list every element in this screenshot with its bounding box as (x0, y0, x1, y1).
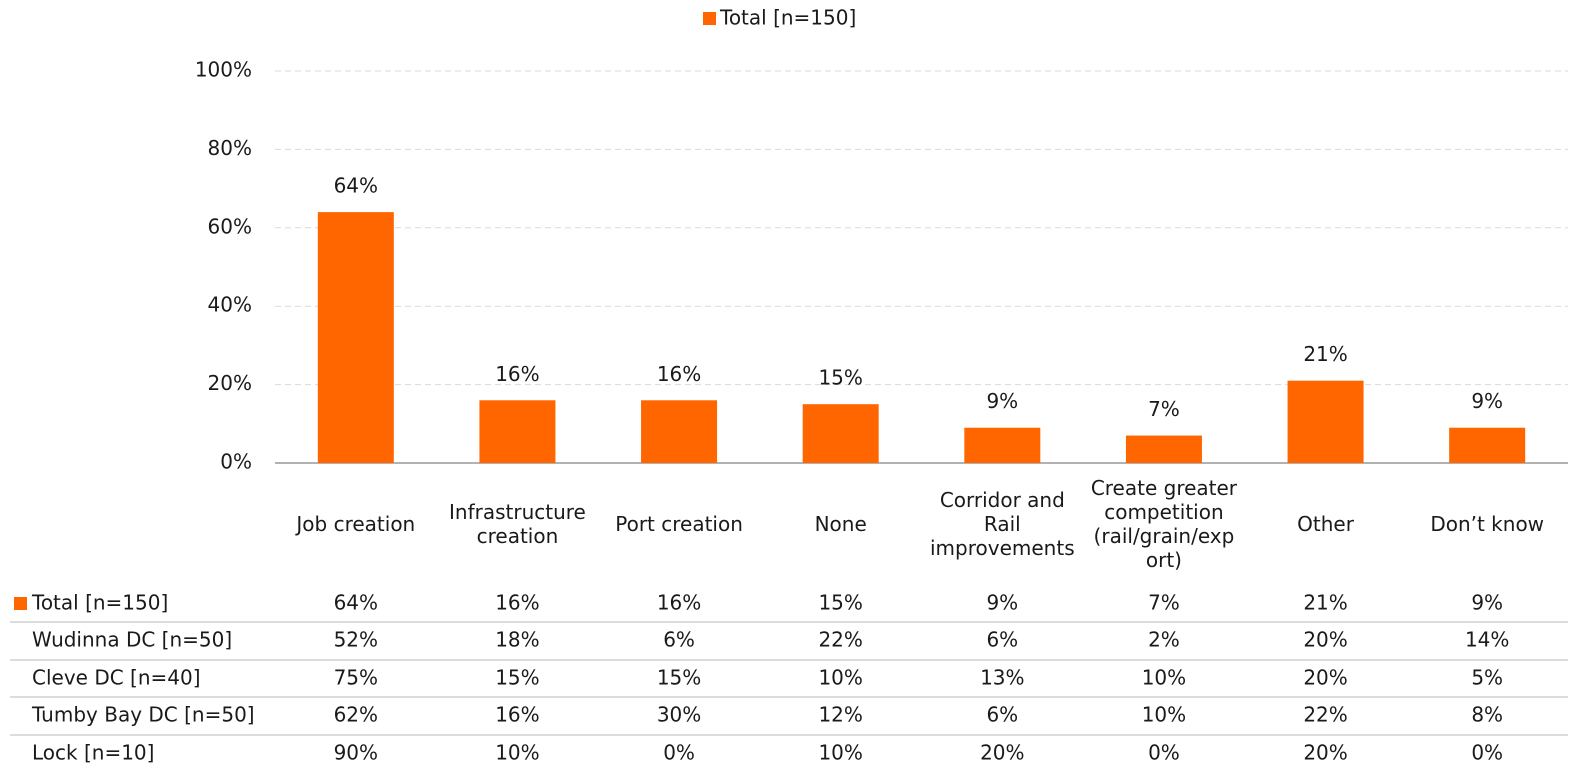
table-cell: 7% (1148, 591, 1180, 615)
x-tick-label: Other (1297, 512, 1354, 536)
x-tick-label: Create greater competition (rail/grain/e… (1090, 476, 1238, 572)
table-cell: 16% (495, 591, 539, 615)
y-tick-label: 80% (208, 136, 252, 160)
data-label: 7% (1148, 397, 1180, 421)
table-cell: 30% (657, 703, 701, 727)
table-cell: 6% (663, 628, 695, 652)
x-tick-label: Don’t know (1430, 512, 1545, 536)
table-cell: 20% (980, 741, 1024, 765)
bar (802, 404, 879, 463)
bar (964, 427, 1041, 463)
table-cell: 9% (1471, 591, 1503, 615)
x-tick-label: Infrastructure creation (449, 500, 586, 548)
table-cell: 10% (818, 741, 862, 765)
table-cell: 18% (495, 628, 539, 652)
data-label: 16% (495, 362, 539, 386)
table-cell: 10% (1142, 666, 1186, 690)
table-cell: 21% (1303, 591, 1347, 615)
bar (641, 400, 718, 463)
bar (1125, 435, 1202, 463)
table-row-label: Cleve DC [n=40] (32, 666, 201, 690)
table-cell: 90% (334, 741, 378, 765)
table-cell: 20% (1303, 628, 1347, 652)
y-tick-label: 0% (220, 450, 252, 474)
table-row-label: Total [n=150] (31, 591, 168, 615)
bar (1449, 427, 1526, 463)
table-cell: 62% (334, 703, 378, 727)
x-tick-label: Corridor and Rail improvements (930, 488, 1075, 560)
x-tick-label: Job creation (296, 512, 416, 536)
table-cell: 9% (986, 591, 1018, 615)
legend-label: Total [n=150] (719, 6, 856, 30)
data-label: 16% (657, 362, 701, 386)
table-cell: 20% (1303, 666, 1347, 690)
data-label: 21% (1303, 342, 1347, 366)
table-cell: 10% (495, 741, 539, 765)
table-cell: 15% (495, 666, 539, 690)
table-cell: 16% (495, 703, 539, 727)
table-legend-swatch (14, 597, 27, 610)
table-cell: 22% (818, 628, 862, 652)
legend-swatch (703, 12, 716, 25)
table-row-label: Lock [n=10] (32, 741, 154, 765)
bar (1287, 380, 1364, 463)
table-cell: 10% (1142, 703, 1186, 727)
table-cell: 6% (986, 703, 1018, 727)
table-cell: 12% (818, 703, 862, 727)
y-tick-label: 60% (208, 214, 252, 238)
table-cell: 13% (980, 666, 1024, 690)
y-tick-label: 20% (208, 371, 252, 395)
table-cell: 14% (1465, 628, 1509, 652)
table-row-label: Wudinna DC [n=50] (32, 628, 232, 652)
table-cell: 15% (657, 666, 701, 690)
table-cell: 15% (818, 591, 862, 615)
x-tick-label: None (814, 512, 867, 536)
table-cell: 20% (1303, 741, 1347, 765)
table-cell: 0% (1471, 741, 1503, 765)
table-cell: 64% (334, 591, 378, 615)
table-cell: 10% (818, 666, 862, 690)
table-cell: 0% (1148, 741, 1180, 765)
table-cell: 6% (986, 628, 1018, 652)
data-label: 15% (818, 366, 862, 390)
table-cell: 52% (334, 628, 378, 652)
bar (317, 212, 394, 463)
y-tick-label: 100% (195, 58, 252, 82)
bar (479, 400, 556, 463)
table-cell: 75% (334, 666, 378, 690)
table-cell: 2% (1148, 628, 1180, 652)
table-cell: 5% (1471, 666, 1503, 690)
data-label: 9% (986, 389, 1018, 413)
table-row-label: Tumby Bay DC [n=50] (31, 703, 255, 727)
table-cell: 8% (1471, 703, 1503, 727)
table-cell: 22% (1303, 703, 1347, 727)
table-cell: 16% (657, 591, 701, 615)
x-tick-label: Port creation (615, 512, 743, 536)
y-tick-label: 40% (208, 293, 252, 317)
data-label: 9% (1471, 389, 1503, 413)
table-cell: 0% (663, 741, 695, 765)
data-label: 64% (334, 174, 378, 198)
